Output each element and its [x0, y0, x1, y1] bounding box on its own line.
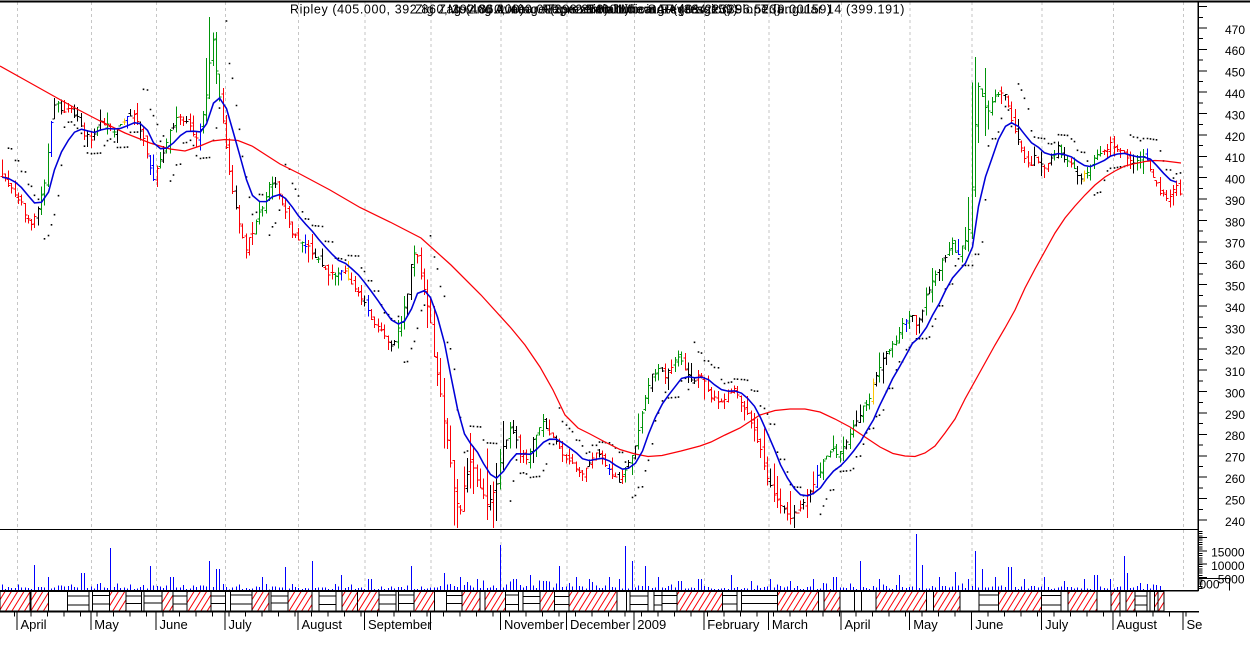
svg-text:April: April [21, 617, 47, 632]
svg-text:320: 320 [1225, 344, 1245, 358]
svg-text:5000: 5000 [1218, 572, 1245, 586]
svg-text:240: 240 [1225, 515, 1245, 529]
svg-text:July: July [1045, 617, 1069, 632]
svg-text:430: 430 [1225, 108, 1245, 122]
svg-text:Se: Se [1187, 617, 1203, 632]
svg-text:December: December [570, 617, 631, 632]
svg-text:September: September [368, 617, 432, 632]
svg-text:360: 360 [1225, 258, 1245, 272]
svg-text:August: August [302, 617, 343, 632]
svg-text:February: February [707, 617, 760, 632]
svg-text:400: 400 [1225, 173, 1245, 187]
svg-text:July: July [229, 617, 253, 632]
svg-text:May: May [913, 617, 938, 632]
svg-text:15000: 15000 [1211, 546, 1245, 560]
svg-text:000: 000 [1200, 578, 1220, 592]
svg-text:380: 380 [1225, 215, 1245, 229]
svg-text:May: May [94, 617, 119, 632]
svg-text:350: 350 [1225, 280, 1245, 294]
svg-text:270: 270 [1225, 451, 1245, 465]
svg-text:290: 290 [1225, 408, 1245, 422]
svg-text:330: 330 [1225, 322, 1245, 336]
svg-text:280: 280 [1225, 429, 1245, 443]
svg-text:2009: 2009 [637, 617, 666, 632]
svg-text:10000: 10000 [1211, 559, 1245, 573]
svg-text:Linear Regression Indicator (4: Linear Regression Indicator (401.223) [500, 3, 732, 17]
svg-text:250: 250 [1225, 493, 1245, 507]
svg-text:Triangular 14 (399.191): Triangular 14 (399.191) [761, 3, 905, 17]
svg-text:Moving Average (398.858): Moving Average (398.858) [448, 3, 609, 17]
svg-text:390: 390 [1225, 194, 1245, 208]
svg-text:340: 340 [1225, 301, 1245, 315]
svg-text:Linear Regression Slope (0.001: Linear Regression Slope (0.00159) [618, 3, 832, 17]
svg-text:300: 300 [1225, 386, 1245, 400]
svg-text:460: 460 [1225, 44, 1245, 58]
svg-text:450: 450 [1225, 66, 1245, 80]
svg-text:Zig Zag (400.000): Zig Zag (400.000) [415, 3, 525, 17]
svg-text:June: June [975, 617, 1003, 632]
svg-text:June: June [160, 617, 188, 632]
svg-text:April: April [845, 617, 871, 632]
svg-text:Exponential Moving Average (39: Exponential Moving Average (396.523) [545, 3, 782, 17]
svg-text:410: 410 [1225, 151, 1245, 165]
svg-text:Ripley (405.000, 392.860, 392.: Ripley (405.000, 392.860, 392.860, 400.0… [290, 3, 629, 17]
svg-text:260: 260 [1225, 472, 1245, 486]
svg-text:August: August [1117, 617, 1158, 632]
svg-text:470: 470 [1225, 23, 1245, 37]
svg-text:440: 440 [1225, 87, 1245, 101]
svg-text:420: 420 [1225, 130, 1245, 144]
svg-text:November: November [504, 617, 565, 632]
svg-text:370: 370 [1225, 237, 1245, 251]
svg-text:Parabolic SAR (384.159): Parabolic SAR (384.159) [586, 3, 738, 17]
svg-text:March: March [772, 617, 808, 632]
svg-text:310: 310 [1225, 365, 1245, 379]
